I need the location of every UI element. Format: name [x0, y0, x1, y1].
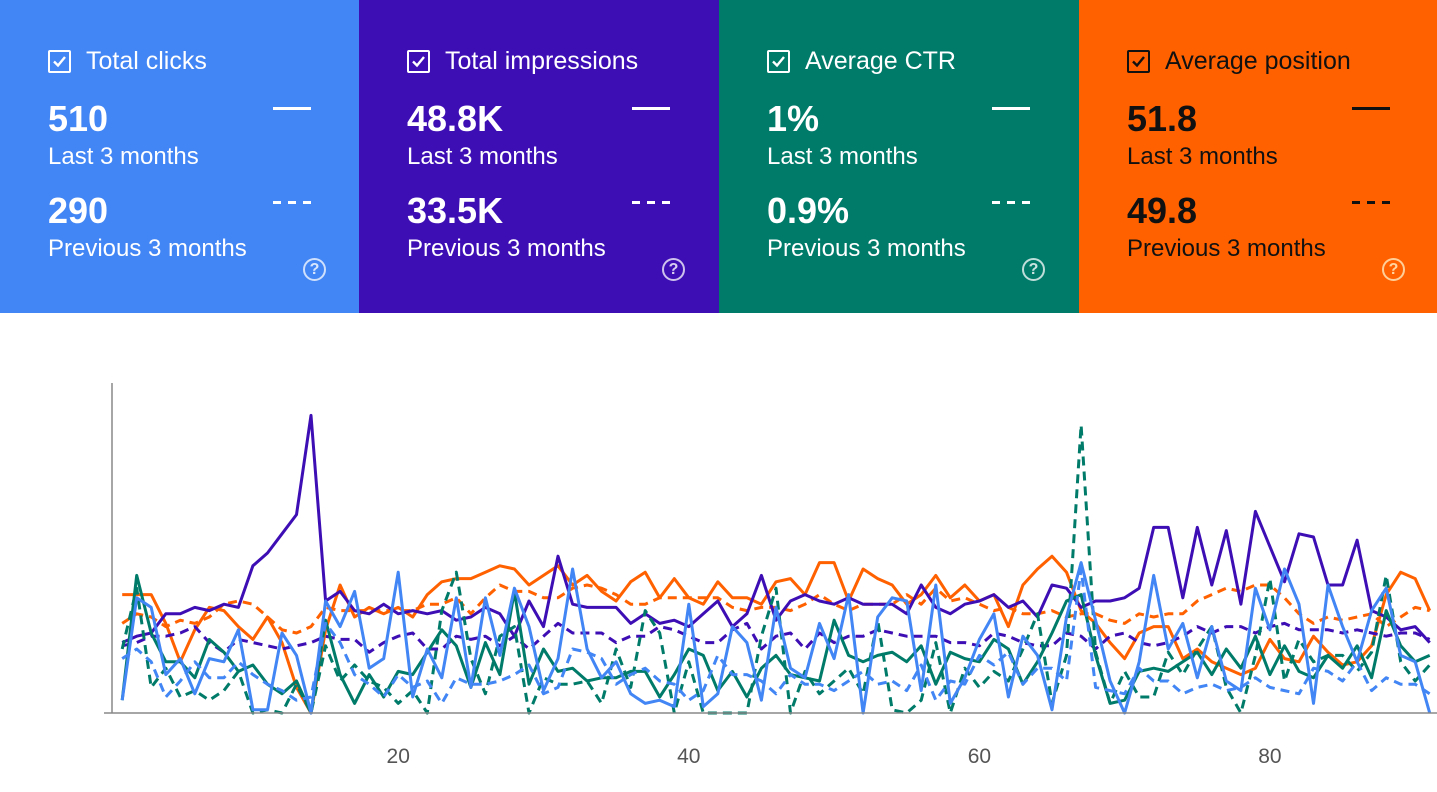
- series-line-total-clicks-previous: [121, 567, 1431, 705]
- checkmark-icon: [1132, 56, 1145, 68]
- current-period: Last 3 months: [1127, 143, 1278, 170]
- x-tick-labels: 20 40 60 80: [387, 745, 1282, 768]
- previous-period: Previous 3 months: [1127, 235, 1326, 262]
- dashed-line-legend-icon: [632, 201, 670, 204]
- current-period: Last 3 months: [767, 143, 918, 170]
- dashed-line-legend-icon: [992, 201, 1030, 204]
- previous-period: Previous 3 months: [407, 235, 606, 262]
- average-ctr-card[interactable]: Average CTR 1% Last 3 months 0.9% Previo…: [719, 0, 1079, 313]
- x-tick-label: 60: [968, 745, 991, 768]
- series-line-average-ctr-current: [120, 573, 1431, 715]
- checkmark-icon: [412, 56, 425, 68]
- performance-chart: 20 40 60 80: [0, 313, 1437, 792]
- checkmark-icon: [53, 56, 66, 68]
- series-line-total-impressions-current: [121, 413, 1431, 644]
- average-ctr-checkbox[interactable]: [767, 50, 790, 73]
- previous-period: Previous 3 months: [767, 235, 966, 262]
- total-impressions-card[interactable]: Total impressions 48.8K Last 3 months 33…: [359, 0, 719, 313]
- help-icon[interactable]: ?: [1382, 258, 1405, 281]
- average-position-card[interactable]: Average position 51.8 Last 3 months 49.8…: [1079, 0, 1437, 313]
- help-icon[interactable]: ?: [662, 258, 685, 281]
- dashed-line-legend-icon: [1352, 201, 1390, 204]
- solid-line-legend-icon: [992, 107, 1030, 110]
- series-line-average-position-current: [122, 554, 1432, 715]
- series-line-total-clicks-current: [120, 561, 1432, 715]
- help-icon[interactable]: ?: [1022, 258, 1045, 281]
- line-chart-svg: 20 40 60 80: [104, 383, 1437, 768]
- metric-cards: Total clicks 510 Last 3 months 290 Previ…: [0, 0, 1437, 313]
- series-line-total-impressions-previous: [121, 621, 1431, 654]
- x-tick-label: 80: [1258, 745, 1281, 768]
- current-period: Last 3 months: [407, 143, 558, 170]
- total-impressions-checkbox[interactable]: [407, 50, 430, 73]
- card-title: Average position: [1165, 47, 1351, 75]
- card-title: Total clicks: [86, 47, 207, 75]
- x-tick-label: 40: [677, 745, 700, 768]
- help-icon[interactable]: ?: [303, 258, 326, 281]
- card-title: Total impressions: [445, 47, 639, 75]
- previous-value: 0.9%: [767, 190, 850, 231]
- current-value: 48.8K: [407, 98, 504, 139]
- total-clicks-checkbox[interactable]: [48, 50, 71, 73]
- solid-line-legend-icon: [1352, 107, 1390, 110]
- current-period: Last 3 months: [48, 143, 199, 170]
- checkmark-icon: [772, 56, 785, 68]
- solid-line-legend-icon: [273, 107, 311, 110]
- current-value: 1%: [767, 98, 820, 139]
- previous-period: Previous 3 months: [48, 235, 247, 262]
- previous-value: 290: [48, 190, 109, 231]
- current-value: 510: [48, 98, 109, 139]
- series-layer: [120, 413, 1432, 715]
- total-clicks-card[interactable]: Total clicks 510 Last 3 months 290 Previ…: [0, 0, 359, 313]
- card-title: Average CTR: [805, 47, 956, 75]
- previous-value: 33.5K: [407, 190, 504, 231]
- average-position-checkbox[interactable]: [1127, 50, 1150, 73]
- previous-value: 49.8: [1127, 190, 1198, 231]
- dashed-line-legend-icon: [273, 201, 311, 204]
- current-value: 51.8: [1127, 98, 1198, 139]
- x-tick-label: 20: [387, 745, 410, 768]
- solid-line-legend-icon: [632, 107, 670, 110]
